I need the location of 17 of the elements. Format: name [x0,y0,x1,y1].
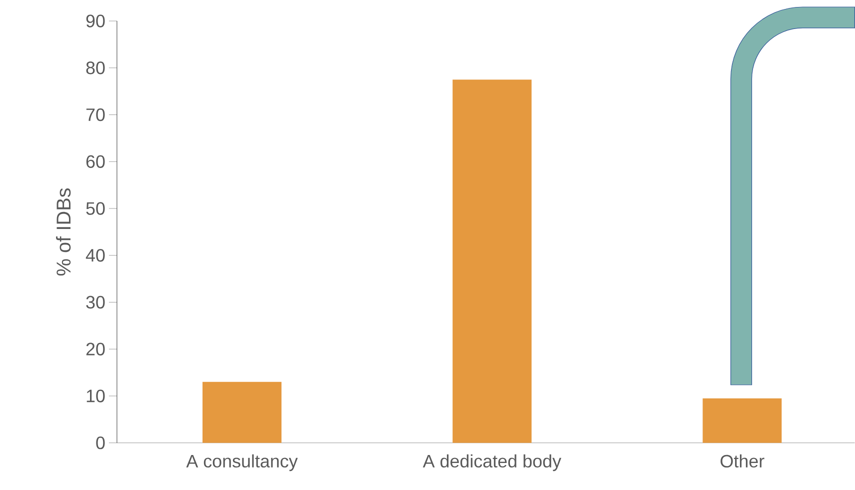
y-tick-label: 0 [96,436,105,450]
x-tick-label: A dedicated body [422,454,562,472]
y-tick-label: 60 [86,155,105,168]
y-tick-label: 10 [86,390,105,402]
y-tick-label: 50 [86,202,105,215]
y-tick-label: 20 [86,342,105,356]
x-tick-label: Other [720,454,764,468]
x-tick-label: A consultancy [186,454,298,472]
bar [452,80,532,443]
bar [202,382,282,443]
y-tick-label: 70 [86,108,105,122]
bar [702,398,782,443]
y-tick-label: 80 [86,62,105,74]
y-tick-label: 40 [86,249,105,262]
y-tick-label: 30 [86,296,105,309]
y-axis-title: % of IDBs [56,188,71,276]
y-tick-label: 90 [86,14,105,28]
